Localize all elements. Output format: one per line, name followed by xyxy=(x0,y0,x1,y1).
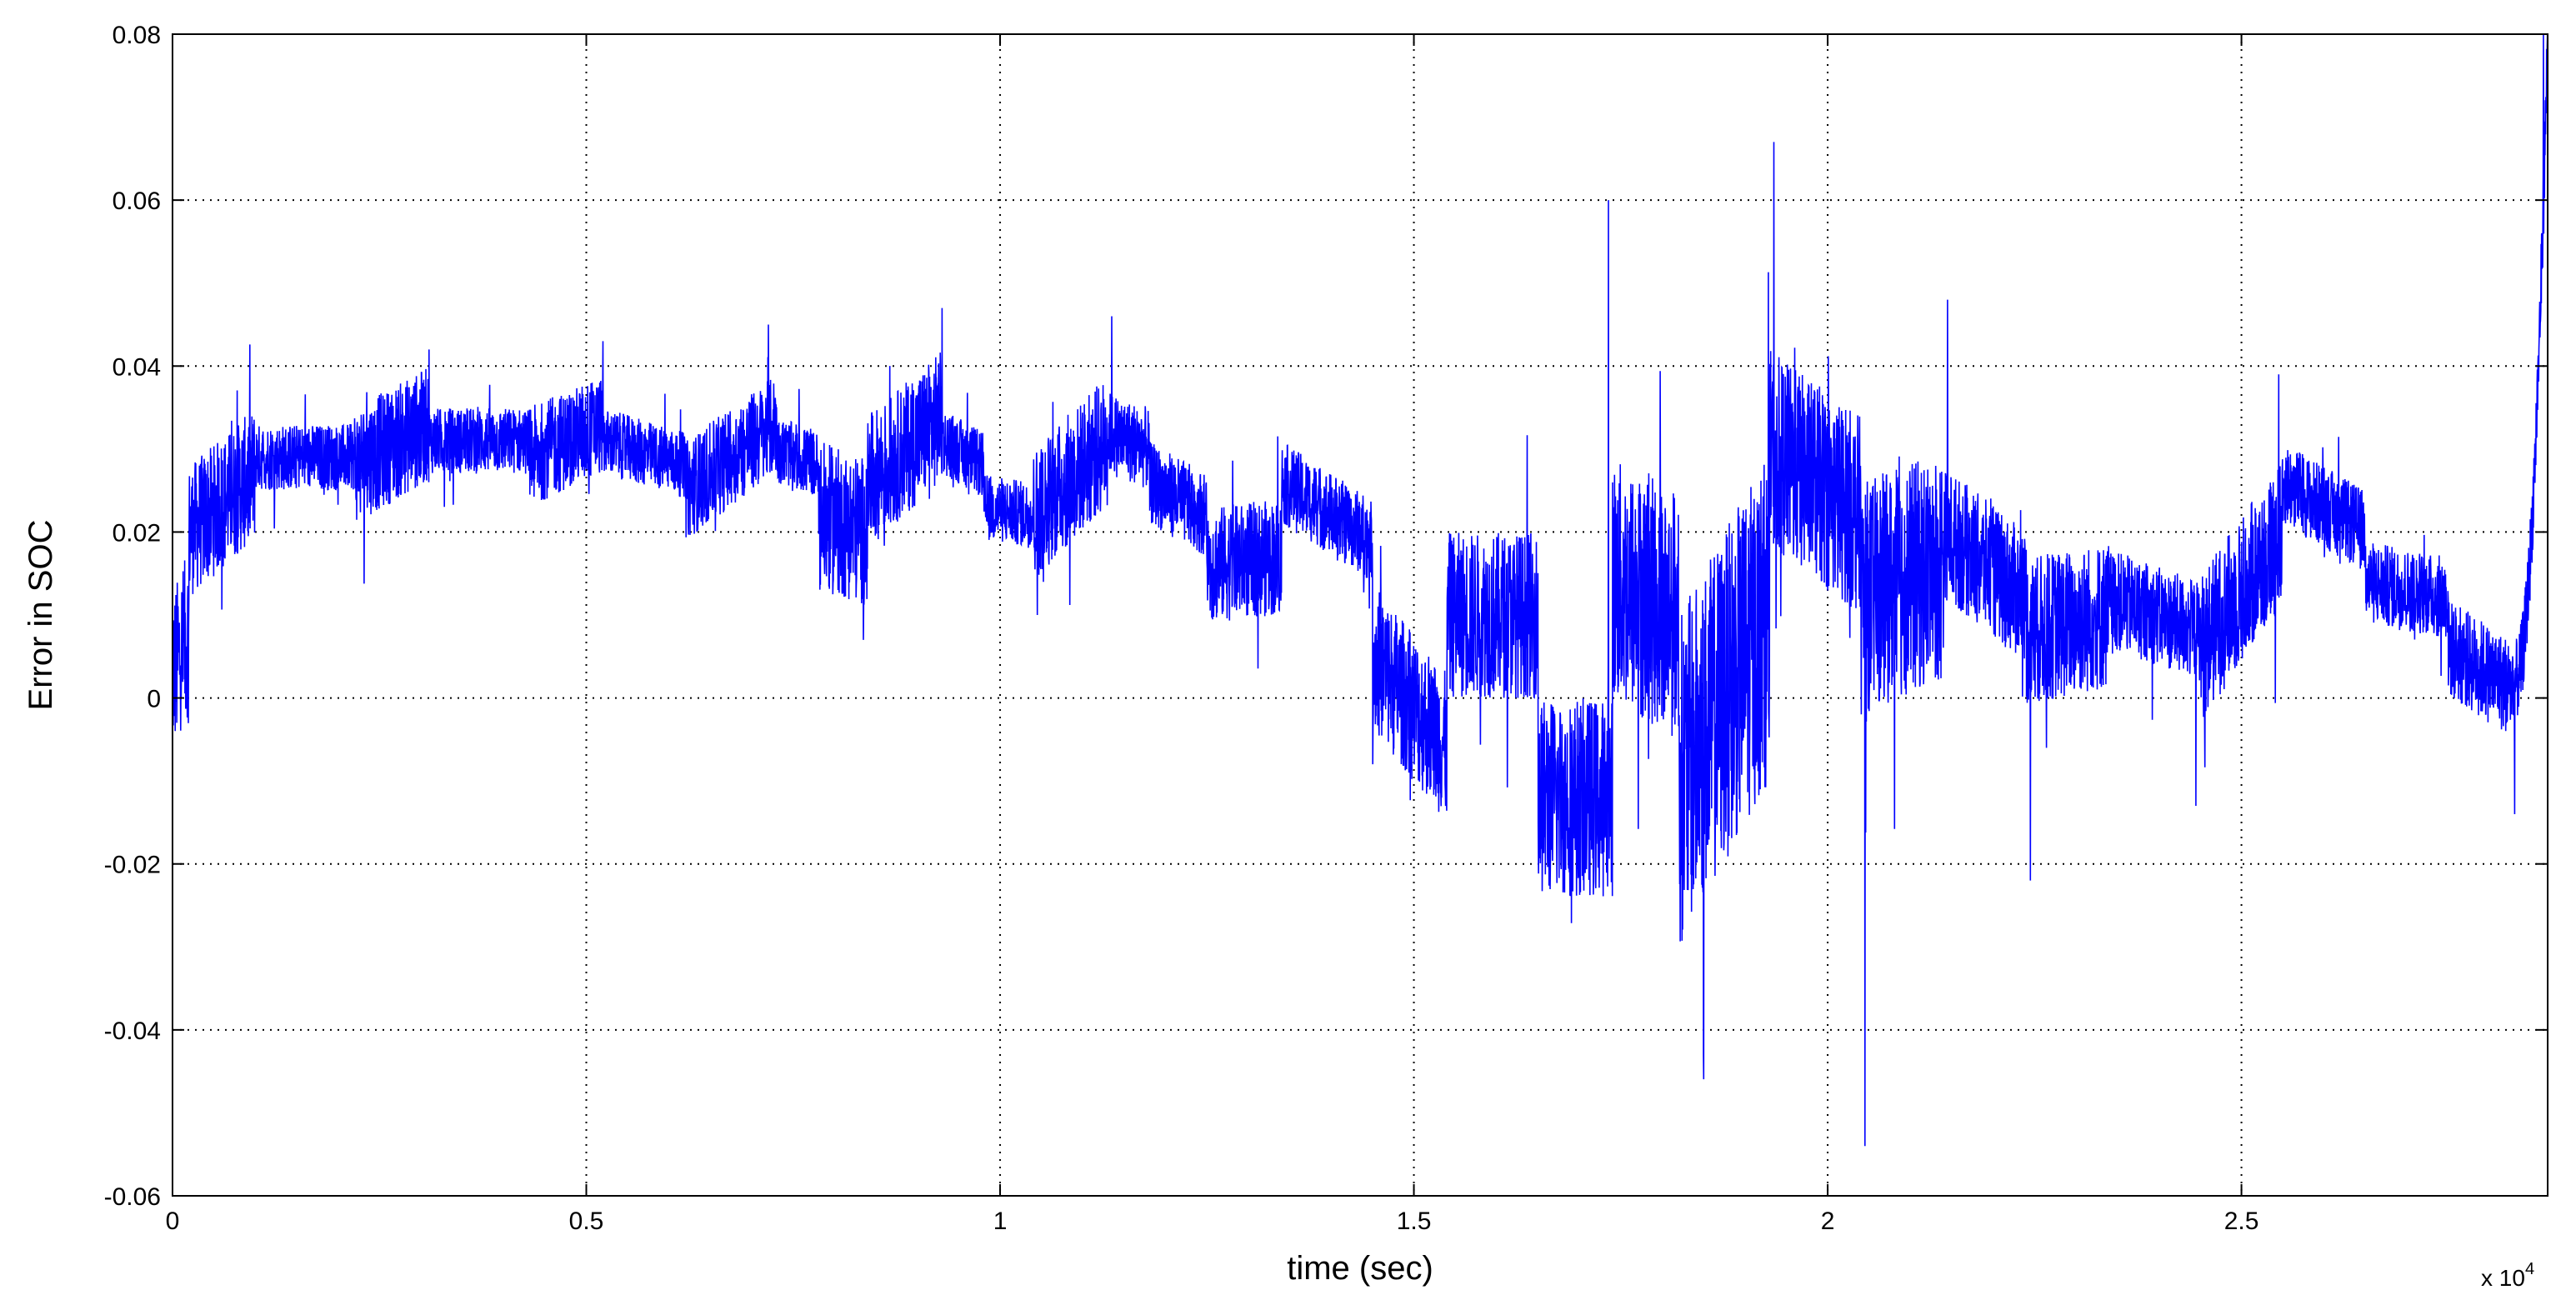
y-tick-label: 0.06 xyxy=(113,188,161,215)
series-line-soc-error xyxy=(172,33,2548,1147)
y-tick-label: 0.08 xyxy=(113,22,161,49)
x-axis-exponent-power: 4 xyxy=(2525,1260,2534,1278)
ticks: 0 0.5 1 1.5 2 2.5 -0.06 -0.04 -0.02 0 0.02 0.04 0.06… xyxy=(104,22,2548,1235)
x-axis-label: time (sec) xyxy=(1287,1250,1433,1287)
x-axis-exponent-base: x 10 xyxy=(2481,1265,2525,1291)
x-axis-exponent: x 104 xyxy=(2481,1260,2534,1291)
x-tick-label: 2 xyxy=(1821,1208,1835,1235)
y-tick-label: -0.06 xyxy=(104,1183,161,1211)
x-tick-label: 2.5 xyxy=(2224,1208,2259,1235)
y-tick-label: -0.04 xyxy=(104,1018,161,1045)
y-tick-label: 0.04 xyxy=(113,353,161,381)
series-layer xyxy=(172,33,2548,1147)
plot-frame xyxy=(172,33,2548,1197)
y-tick-label: -0.02 xyxy=(104,852,161,879)
x-tick-label: 1 xyxy=(993,1208,1008,1235)
x-tick-label: 0 xyxy=(166,1208,180,1235)
y-axis-label: Error in SOC xyxy=(23,520,59,711)
x-tick-label: 0.5 xyxy=(569,1208,604,1235)
y-tick-label: 0 xyxy=(147,686,161,713)
y-tick-label: 0.02 xyxy=(113,519,161,547)
grid xyxy=(173,34,2548,1196)
x-tick-label: 1.5 xyxy=(1397,1208,1432,1235)
